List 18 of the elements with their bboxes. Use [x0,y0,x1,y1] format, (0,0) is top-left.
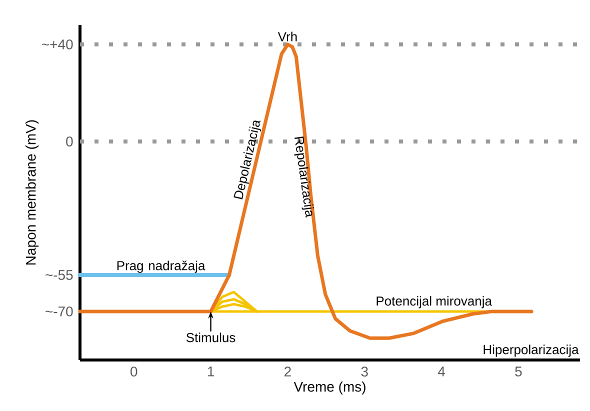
annotation: Prag nadražaja [117,260,206,273]
annotation: Potencijal mirovanja [376,296,492,308]
y-tick-label: ~-55 [46,270,73,280]
y-axis-title: Napon membrane (mV) [26,120,39,264]
y-tick-label: ~+40 [42,39,73,50]
x-tick-label: 1 [208,366,214,376]
y-tick-label: 0 [66,136,73,146]
x-tick-label: 3 [361,366,368,377]
annotation: Hiperpolarizacija [484,344,579,357]
x-axis-title: Vreme (ms) [294,381,366,394]
annotation: Repolarizacija [294,136,314,218]
x-tick-label: 2 [284,366,291,376]
y-tick-label: ~-70 [46,306,73,316]
x-tick-label: 4 [438,366,446,376]
annotation: Vrh [278,32,297,42]
annotation: Stimulus [186,332,236,342]
x-tick-label: 0 [130,366,138,377]
x-tick-label: 5 [515,366,522,376]
